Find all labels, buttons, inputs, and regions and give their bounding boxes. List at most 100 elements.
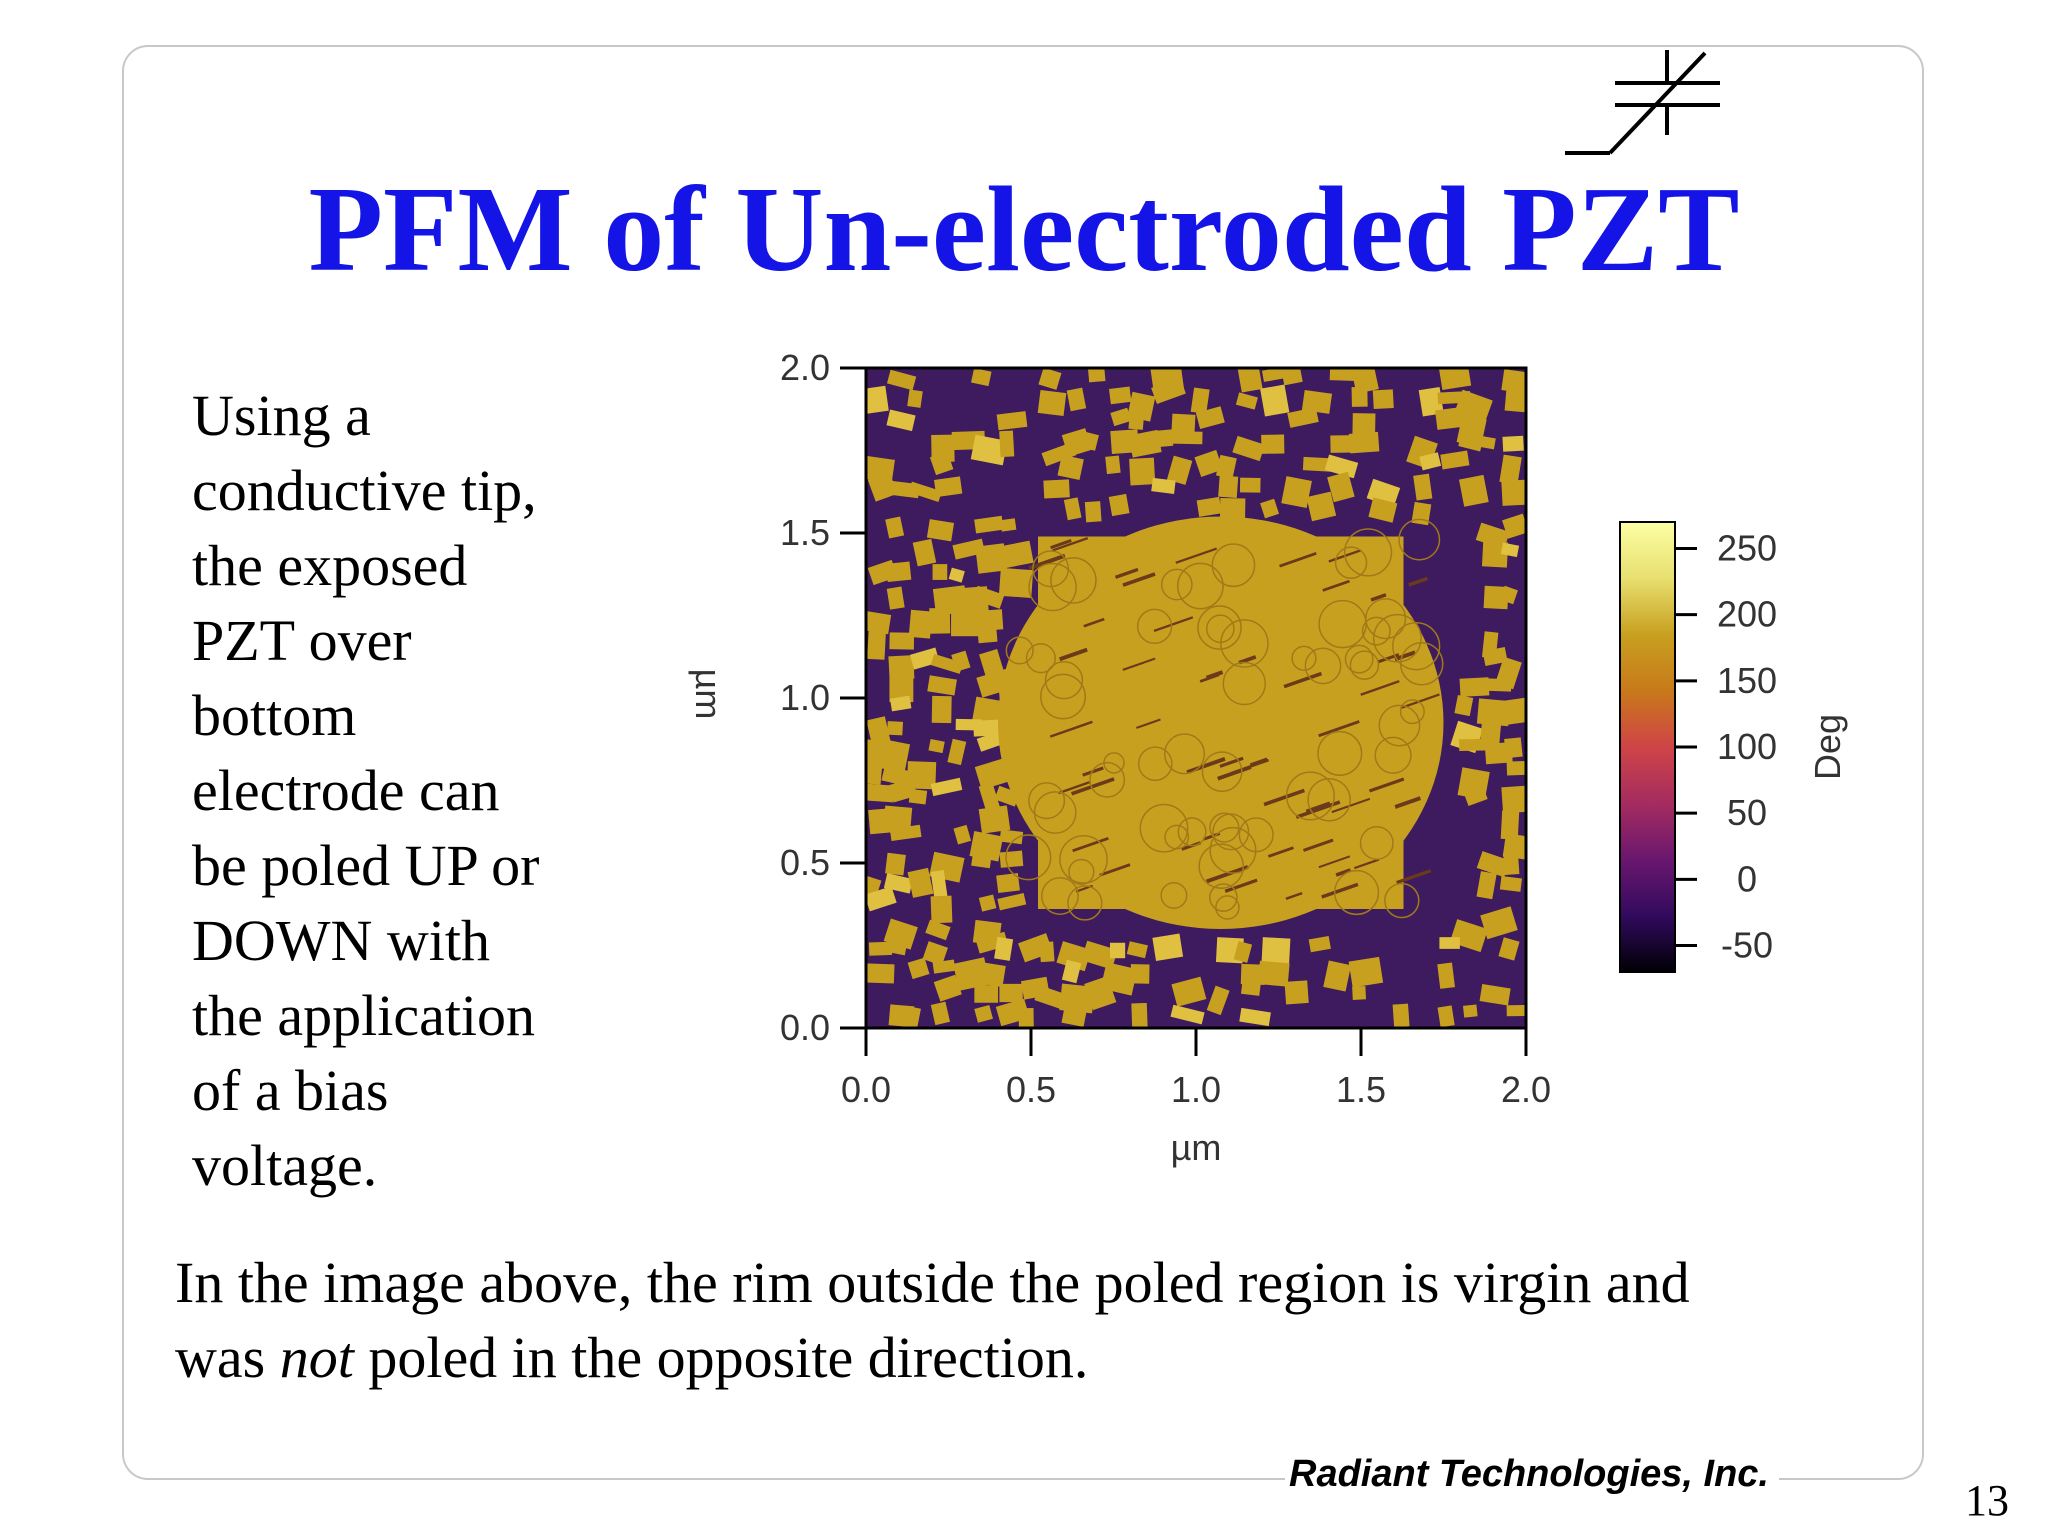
colorbar-tick-label: 200 (1717, 594, 1777, 635)
heatmap-grain (886, 409, 916, 432)
heatmap-grain (927, 675, 957, 696)
heatmap-grain (1194, 449, 1223, 477)
heatmap-streak (1279, 552, 1317, 568)
heatmap-grain (907, 867, 934, 898)
heatmap-grain (1440, 450, 1470, 470)
heatmap-grain (1038, 368, 1062, 390)
heatmap-grain (999, 829, 1024, 845)
heatmap-grain (889, 824, 922, 842)
heatmap-grain (1041, 442, 1077, 467)
heatmap-grain (1066, 387, 1087, 412)
heatmap-grain (971, 368, 992, 387)
colorbar-label: Deg (1807, 714, 1848, 780)
heatmap-grain-outline (1164, 824, 1190, 850)
heatmap-grain-outline (1372, 613, 1422, 663)
heatmap-grain (1503, 696, 1526, 725)
heatmap-grain (1084, 976, 1117, 1011)
heatmap-streak (1050, 538, 1072, 550)
heatmap-streak (1394, 650, 1416, 662)
heatmap-streak (1114, 567, 1139, 579)
heatmap-grain-outline (1177, 817, 1207, 847)
heatmap-grain (930, 777, 963, 797)
heatmap-grain-outline (1040, 673, 1086, 720)
x-tick-label: 0.0 (841, 1069, 891, 1110)
heatmap-grain (1218, 475, 1239, 498)
heatmap-grain (1308, 935, 1331, 953)
heatmap-grain-outline (1136, 608, 1173, 645)
heatmap-grain (974, 1004, 993, 1023)
heatmap-grain (1351, 386, 1368, 407)
heatmap-grain-outline (1160, 568, 1193, 601)
heatmap-grain (866, 886, 897, 912)
heatmap-streak (1331, 797, 1371, 814)
heatmap-grain (1151, 477, 1176, 494)
heatmap-grain (868, 941, 893, 956)
heatmap-grain (1352, 985, 1367, 1000)
heatmap-grain (996, 411, 1028, 431)
left-text-block: Using a conductive tip, the exposed PZT … (192, 378, 612, 1203)
heatmap-grain-outline (1067, 885, 1103, 921)
heatmap-grain (887, 721, 904, 736)
heatmap-grain (866, 385, 889, 414)
heatmap-grain-outline (1238, 817, 1274, 853)
heatmap-grain (951, 650, 971, 672)
heatmap-grain (1153, 429, 1174, 448)
heatmap-grain (1438, 368, 1472, 391)
heatmap-grain (934, 476, 963, 498)
heatmap-grain (907, 389, 923, 408)
heatmap-grain (930, 653, 964, 674)
x-tick-label: 1.0 (1171, 1069, 1221, 1110)
heatmap-grain-outline (1365, 598, 1407, 640)
heatmap-grain-outline (1005, 834, 1052, 881)
heatmap-streak (1070, 777, 1115, 796)
ferroelectric-capacitor-logo (1565, 50, 1720, 155)
y-tick-label: 0.0 (780, 1007, 830, 1048)
heatmap-grain-outline (1137, 746, 1173, 782)
heatmap-grain (1454, 695, 1474, 717)
heatmap-grain (1504, 389, 1526, 414)
heatmap-streak (1396, 869, 1432, 885)
y-tick-label: 1.0 (780, 677, 830, 718)
heatmap-grain-outline (1160, 881, 1188, 909)
colorbar-tick-label: 50 (1727, 792, 1767, 833)
heatmap-grain (1479, 983, 1511, 1006)
heatmap-grain (1477, 435, 1496, 450)
heatmap-grain (951, 610, 983, 637)
heatmap-grain (1481, 541, 1509, 568)
heatmap-grain (998, 567, 1034, 598)
left-text-line: bottom (192, 683, 357, 748)
heatmap-streak (1249, 757, 1268, 767)
heatmap-grain (890, 695, 912, 712)
heatmap-grain (1109, 942, 1126, 959)
heatmap-grain (1348, 431, 1380, 454)
heatmap-streak (1083, 617, 1105, 628)
heatmap-streak (1230, 758, 1269, 775)
heatmap-grain (1240, 982, 1261, 996)
heatmap-grain (1000, 540, 1034, 569)
heatmap-grain (1301, 389, 1333, 414)
heatmap-grain-outline (1384, 882, 1420, 919)
heatmap-streak (1122, 657, 1156, 671)
heatmap-streak (1360, 680, 1400, 696)
heatmap-grain (929, 451, 954, 476)
heatmap-streak (1283, 671, 1323, 689)
heatmap-grain (1413, 473, 1433, 501)
heatmap-grain (1287, 407, 1319, 428)
heatmap-grain (1418, 386, 1444, 417)
heatmap-grain (975, 543, 1008, 574)
heatmap-grain (1435, 406, 1468, 430)
heatmap-grain (1480, 906, 1518, 940)
y-tick-label: 1.5 (780, 512, 830, 553)
heatmap-grain (1108, 386, 1132, 405)
heatmap-grain-outline (1068, 858, 1095, 886)
heatmap-grain (1166, 455, 1193, 485)
heatmap-grain (1437, 962, 1455, 989)
heatmap-streak (1059, 647, 1088, 662)
heatmap-grain-outline (1334, 546, 1368, 579)
heatmap-streak (1219, 756, 1244, 768)
heatmap-grain-outline (1378, 704, 1421, 747)
bottom-text-post: poled in the opposite direction. (353, 1325, 1089, 1390)
heatmap-grain-outline (1139, 803, 1189, 853)
heatmap-grain-outline (1399, 699, 1425, 725)
heatmap-grain-outline (1059, 834, 1108, 884)
